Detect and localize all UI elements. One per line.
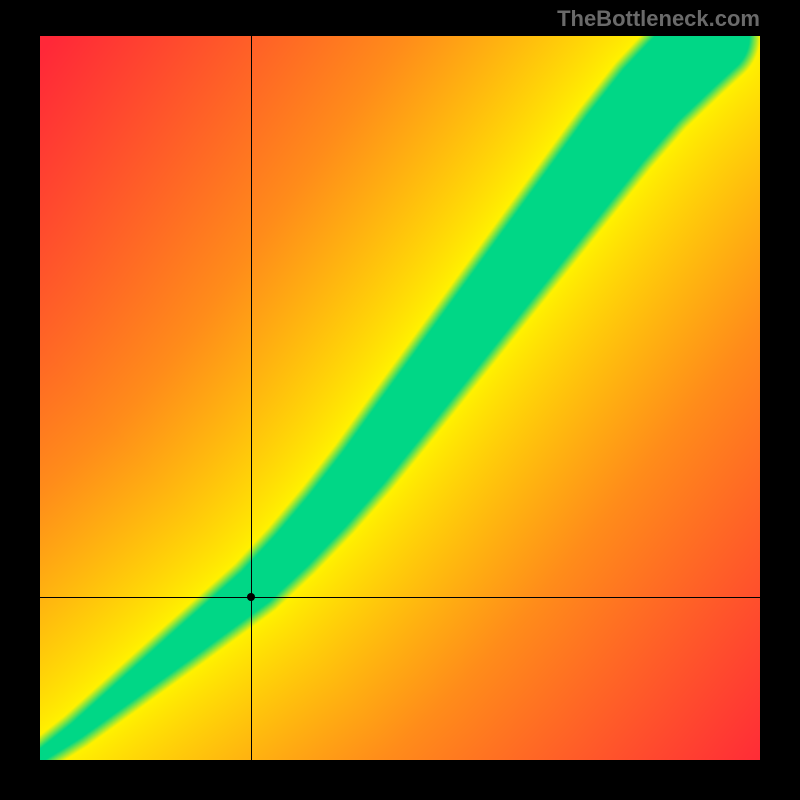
watermark-text: TheBottleneck.com (557, 6, 760, 32)
crosshair-horizontal (40, 597, 760, 598)
chart-container: TheBottleneck.com (0, 0, 800, 800)
marker-dot (247, 593, 255, 601)
heatmap-canvas (40, 36, 760, 760)
plot-area (40, 36, 760, 760)
crosshair-vertical (251, 36, 252, 760)
